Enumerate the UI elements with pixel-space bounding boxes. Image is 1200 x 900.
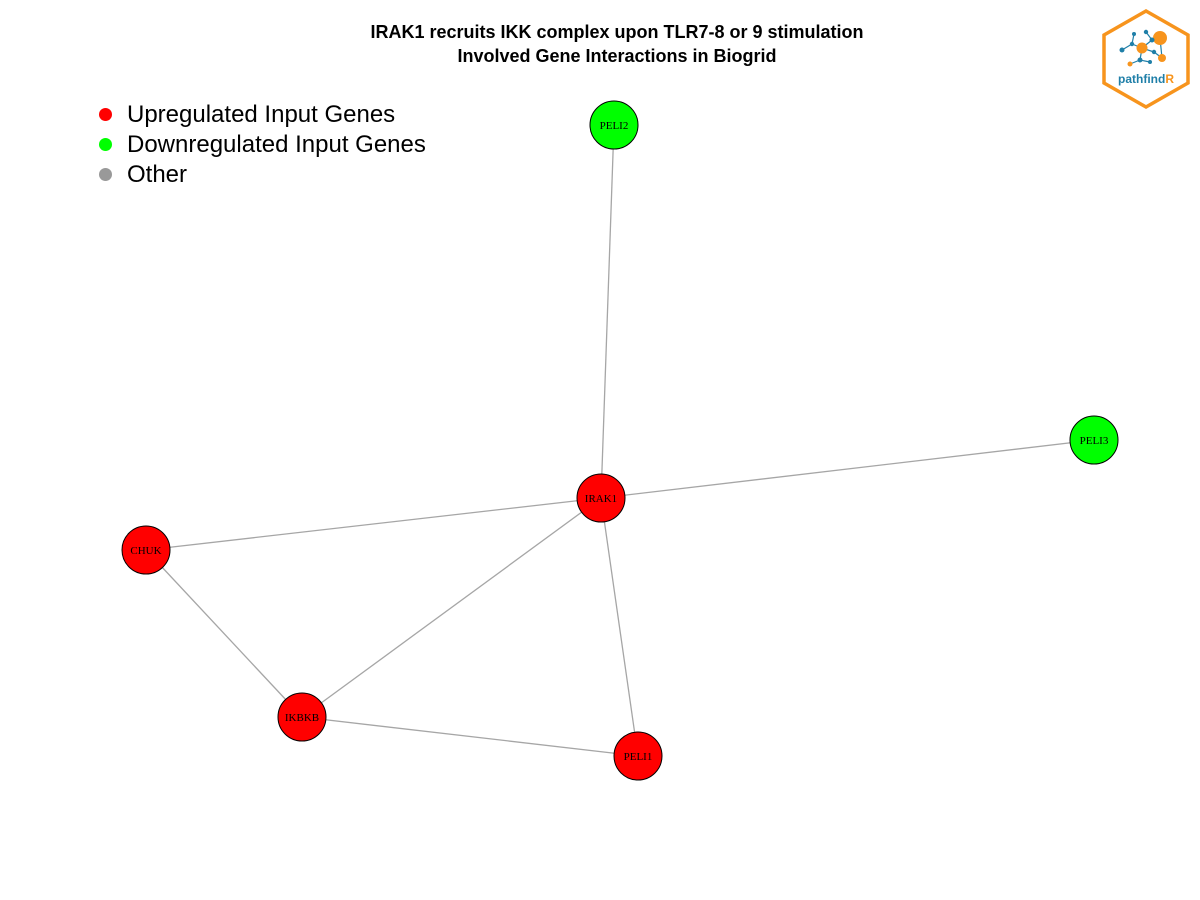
node-circle-peli3 [1069, 415, 1119, 465]
node-circle-peli1 [613, 731, 663, 781]
legend-label-downregulated: Downregulated Input Genes [127, 131, 426, 158]
edge-irak1-peli2 [600, 124, 615, 499]
edge-irak1-peli3 [600, 439, 1095, 499]
edge-irak1-peli1 [600, 497, 639, 757]
plot-title: IRAK1 recruits IKK complex upon TLR7-8 o… [0, 20, 1200, 68]
title-line-2: Involved Gene Interactions in Biogrid [457, 46, 777, 66]
title-line-1: IRAK1 recruits IKK complex upon TLR7-8 o… [370, 22, 864, 42]
edge-irak1-chuk [145, 497, 602, 551]
legend-dot-upregulated [99, 108, 112, 121]
node-irak1: IRAK1 [576, 473, 626, 523]
logo-text-accent: R [1165, 72, 1174, 86]
edge-ikbkb-peli1 [301, 716, 639, 757]
node-circle-irak1 [576, 473, 626, 523]
legend-dot-other [99, 168, 112, 181]
legend-label-upregulated: Upregulated Input Genes [127, 101, 396, 128]
node-peli3: PELI3 [1069, 415, 1119, 465]
node-label-peli3: PELI3 [1080, 435, 1109, 447]
node-label-peli1: PELI1 [624, 751, 653, 763]
node-label-chuk: CHUK [130, 545, 161, 557]
edges-layer [145, 124, 1095, 757]
node-label-ikbkb: IKBKB [285, 712, 319, 724]
node-chuk: CHUK [121, 525, 171, 575]
node-peli1: PELI1 [613, 731, 663, 781]
nodes-layer: IRAK1 PELI2 PELI3 CHUK IKBKB PELI1 [121, 100, 1119, 781]
node-circle-peli2 [589, 100, 639, 150]
logo-text-main: pathfind [1118, 72, 1165, 86]
pathfindr-logo-icon: pathfindR [1102, 8, 1190, 110]
node-circle-ikbkb [277, 692, 327, 742]
legend-label-other: Other [127, 161, 188, 188]
logo-text: pathfindR [1118, 72, 1174, 86]
legend-dot-downregulated [99, 138, 112, 151]
pathfindr-logo: pathfindR [1100, 8, 1192, 110]
node-circle-chuk [121, 525, 171, 575]
node-label-irak1: IRAK1 [585, 493, 617, 505]
node-peli2: PELI2 [589, 100, 639, 150]
edge-irak1-ikbkb [301, 497, 602, 718]
node-ikbkb: IKBKB [277, 692, 327, 742]
edge-chuk-ikbkb [145, 549, 303, 718]
node-label-peli2: PELI2 [600, 120, 629, 132]
